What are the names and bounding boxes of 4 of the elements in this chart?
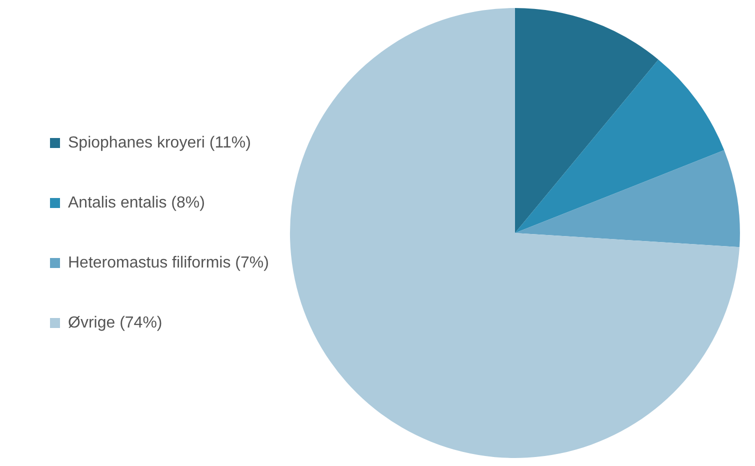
legend-label: Øvrige (74%) xyxy=(68,314,162,332)
legend-label: Antalis entalis (8%) xyxy=(68,194,205,212)
legend-label: Spiophanes kroyeri (11%) xyxy=(68,134,251,152)
legend-label: Heteromastus filiformis (7%) xyxy=(68,254,269,272)
